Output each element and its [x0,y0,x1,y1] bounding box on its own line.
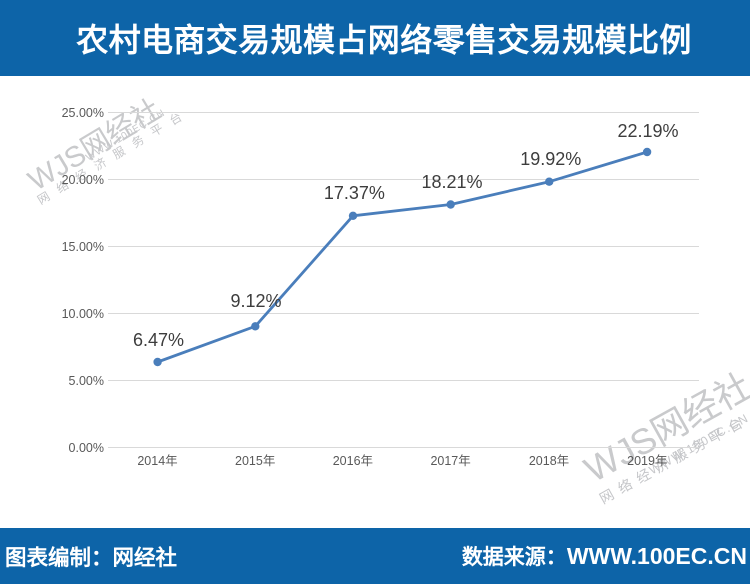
svg-text:2014年: 2014年 [137,454,177,468]
svg-text:5.00%: 5.00% [69,374,104,388]
svg-text:25.00%: 25.00% [62,106,104,120]
svg-text:9.12%: 9.12% [230,291,281,311]
svg-text:20.00%: 20.00% [62,173,104,187]
svg-text:18.21%: 18.21% [421,172,482,192]
svg-text:0.00%: 0.00% [69,441,104,455]
svg-text:2016年: 2016年 [333,454,373,468]
svg-text:2018年: 2018年 [529,454,569,468]
svg-text:6.47%: 6.47% [133,330,184,350]
svg-text:19.92%: 19.92% [520,149,581,169]
svg-text:2019年: 2019年 [627,454,667,468]
svg-text:17.37%: 17.37% [324,183,385,203]
svg-text:2015年: 2015年 [235,454,275,468]
svg-text:22.19%: 22.19% [617,121,678,141]
svg-text:10.00%: 10.00% [62,307,104,321]
svg-text:15.00%: 15.00% [62,240,104,254]
svg-text:2017年: 2017年 [430,454,470,468]
